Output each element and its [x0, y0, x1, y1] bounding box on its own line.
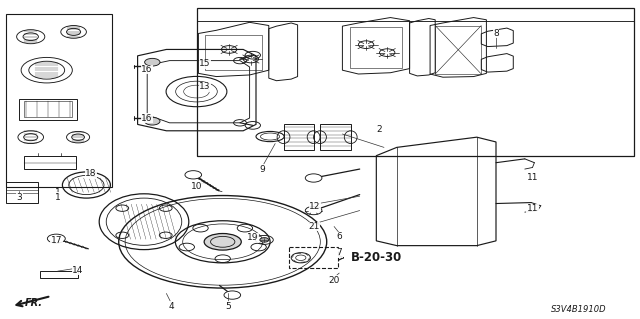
Text: 17: 17 — [51, 236, 62, 245]
Text: 11: 11 — [527, 173, 538, 182]
Text: 1: 1 — [55, 189, 60, 197]
Text: 10: 10 — [191, 182, 203, 191]
Text: 21: 21 — [308, 222, 319, 231]
Text: 3: 3 — [17, 193, 22, 202]
Bar — [6, 14, 112, 187]
Circle shape — [260, 238, 269, 242]
Circle shape — [47, 234, 65, 243]
Text: 19: 19 — [247, 233, 259, 242]
Text: 16: 16 — [141, 114, 153, 122]
Text: 20: 20 — [328, 276, 340, 285]
Text: B-20-30: B-20-30 — [351, 251, 402, 264]
Bar — [435, 26, 481, 74]
Text: FR.: FR. — [24, 298, 42, 308]
Text: 7: 7 — [337, 248, 342, 257]
Bar — [289, 247, 338, 268]
Text: 5: 5 — [225, 302, 230, 311]
Text: S3V4B1910D: S3V4B1910D — [552, 305, 607, 314]
Text: 2: 2 — [376, 125, 381, 134]
Text: 13: 13 — [199, 82, 211, 91]
Text: 1: 1 — [55, 193, 60, 202]
Bar — [19, 99, 77, 120]
Circle shape — [145, 58, 160, 66]
Text: 9: 9 — [260, 165, 265, 174]
Circle shape — [145, 117, 160, 125]
Text: 14: 14 — [72, 266, 84, 275]
Ellipse shape — [204, 234, 241, 250]
Text: 11: 11 — [527, 204, 538, 213]
Circle shape — [305, 174, 322, 182]
Bar — [24, 101, 72, 117]
Circle shape — [305, 206, 322, 215]
Text: 4: 4 — [169, 302, 174, 311]
Bar — [6, 182, 38, 203]
Text: 6: 6 — [337, 232, 342, 241]
Text: 12: 12 — [309, 202, 321, 211]
Text: 16: 16 — [141, 65, 153, 74]
Text: 8: 8 — [493, 29, 499, 38]
Circle shape — [224, 291, 241, 299]
Text: 15: 15 — [199, 59, 211, 68]
Bar — [40, 271, 78, 278]
Circle shape — [185, 171, 202, 179]
Text: 18: 18 — [85, 169, 97, 178]
